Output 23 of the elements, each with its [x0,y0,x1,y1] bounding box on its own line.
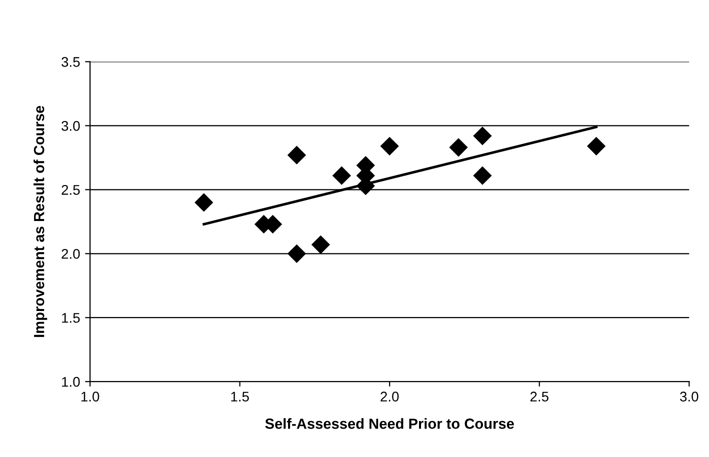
x-tick-label: 3.0 [680,392,698,402]
y-tick-label: 3.5 [62,57,80,67]
x-axis-title: Self-Assessed Need Prior to Course [265,418,514,429]
y-tick-label: 2.0 [62,248,80,259]
point [287,244,306,263]
x-tick-label: 2.0 [380,392,399,402]
point [473,126,492,146]
y-tick-label: 1.5 [62,313,80,323]
point [380,136,399,156]
point [311,235,330,254]
point [449,138,468,157]
x-tick-label: 1.5 [231,392,249,402]
y-tick-label: 3.0 [62,121,80,131]
point [586,136,606,156]
x-tick-label: 1.0 [81,392,100,402]
x-tick-label: 2.5 [530,392,548,402]
point [332,166,351,185]
point [473,166,492,185]
point [287,146,306,164]
y-tick-label: 2.5 [62,184,80,195]
y-tick-label: 1.0 [62,376,80,387]
point [194,193,214,212]
y-axis-title: Improvement as Result of Course [34,106,48,337]
